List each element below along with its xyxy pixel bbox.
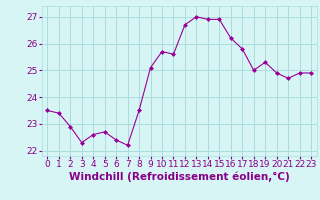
- X-axis label: Windchill (Refroidissement éolien,°C): Windchill (Refroidissement éolien,°C): [69, 172, 290, 182]
